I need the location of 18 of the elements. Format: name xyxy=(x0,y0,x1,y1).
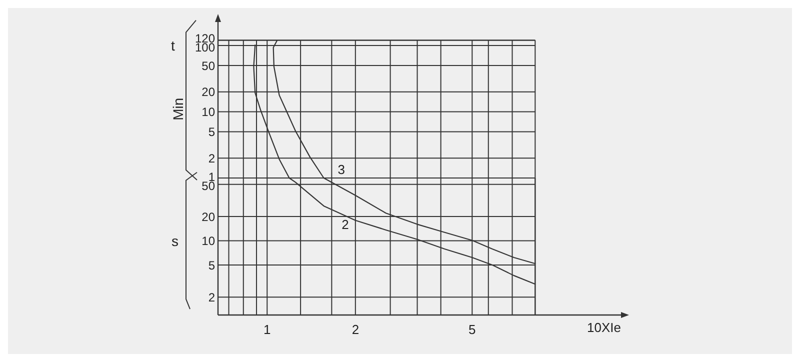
y-tick-label: 10 xyxy=(202,105,216,120)
y-tick-label: 2 xyxy=(208,151,216,166)
text: Min xyxy=(170,98,186,120)
x-axis-title: 10XIe xyxy=(587,320,621,335)
text: s xyxy=(172,232,178,249)
x-tick-label: 2 xyxy=(352,322,360,338)
series-label: 3 xyxy=(338,162,346,177)
series-label: 2 xyxy=(342,217,349,232)
y-tick-label: 20 xyxy=(202,85,216,100)
x-tick-label: 1 xyxy=(264,322,271,338)
y-tick-label: 2 xyxy=(208,290,216,304)
y-tick-label: 5 xyxy=(208,125,216,140)
y-tick-label: 50 xyxy=(202,58,216,73)
x-tick-label: 5 xyxy=(468,322,476,338)
y-tick-label: 20 xyxy=(202,210,216,224)
y-tick-label: 10 xyxy=(202,234,216,248)
y-tick-label: 5 xyxy=(208,258,216,272)
y-axis-title: t xyxy=(171,37,176,54)
